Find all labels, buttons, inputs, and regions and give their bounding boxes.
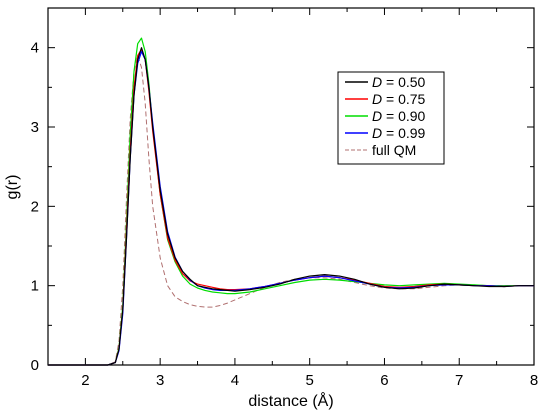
y-tick-label: 1 [31,278,39,295]
x-tick-label: 8 [530,372,538,389]
y-tick-label: 0 [31,357,39,374]
y-tick-label: 4 [31,40,39,57]
ticks-layer: 2 3 4 5 6 7 8 0 1 2 3 4 [31,8,538,389]
x-tick-label: 7 [455,372,463,389]
y-axis-title: g(r) [4,175,21,200]
legend-label-3: D = 0.99 [372,125,426,141]
y-tick-label: 3 [31,119,39,136]
x-tick-label: 6 [380,372,388,389]
series-line-0 [48,47,534,366]
legend-box [337,71,445,165]
legend-label-4: full QM [372,142,416,158]
series-line-2 [48,37,534,366]
legend-label-0: D = 0.50 [372,74,426,90]
legend-label-2: D = 0.90 [372,108,426,124]
x-tick-label: 4 [231,372,239,389]
x-tick-label: 5 [306,372,314,389]
x-tick-label: 2 [81,372,89,389]
plot-frame [47,7,535,366]
legend-label-1: D = 0.75 [372,91,426,107]
x-tick-label: 3 [156,372,164,389]
y-tick-label: 2 [31,198,39,215]
x-axis-title: distance (Å) [248,391,333,410]
series-line-4 [48,55,534,366]
series-layer [48,37,534,366]
